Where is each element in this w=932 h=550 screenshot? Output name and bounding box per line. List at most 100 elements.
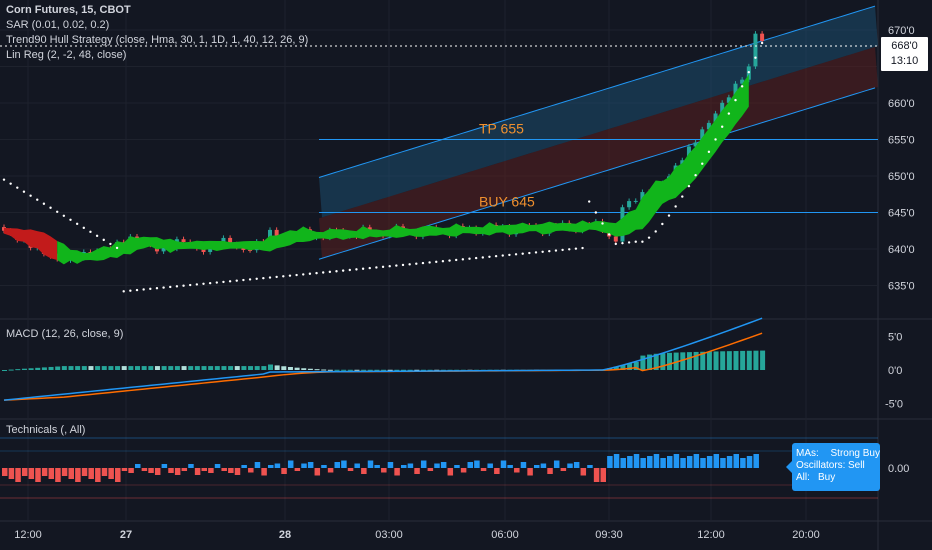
technicals-bar [740,458,746,468]
macd-hist-bar [713,351,719,370]
technicals-bar [733,454,739,468]
technicals-bar [427,468,434,471]
countdown: 13:10 [890,55,919,67]
sar-dot [149,287,152,291]
macd-hist-bar [354,369,360,371]
technicals-bar [514,468,520,473]
sar-dot [235,279,238,282]
technicals-bar [580,468,587,476]
sar-dot [388,265,391,268]
macd-hist-bar [746,350,752,370]
technicals-bar [420,460,427,468]
macd-histogram [2,350,766,371]
sar-dot [282,275,285,278]
technicals-bar [627,456,633,468]
sar-dot [727,112,731,115]
sar-dot [661,222,664,226]
macd-hist-bar [128,366,134,370]
technicals-bar [607,456,613,468]
candle [760,33,765,41]
sar-dot [401,263,405,267]
technicals-bar [667,456,673,468]
price-axis-label: 655'0 [888,135,915,147]
macd-hist-bar [407,369,413,371]
sar-dot [541,250,544,253]
legend-hull: Trend90 Hull Strategy (close, Hma, 30, 1… [6,34,309,46]
sar-dot [508,253,511,257]
macd-hist-bar [234,366,240,370]
macd-hist-bar [15,369,21,371]
sar-dot [428,261,431,264]
technicals-bar [527,468,533,476]
macd-hist-bar [760,350,766,370]
macd-hist-bar [135,366,140,370]
technicals-bar [640,458,646,468]
sar-dot [654,230,657,233]
sar-dot [674,205,677,208]
macd-hist-bar [427,369,433,371]
sar-dot [554,249,558,252]
sar-dot [208,281,212,285]
macd-hist-bar [88,366,94,370]
sar-dot [42,202,46,205]
technicals-bar [341,460,347,468]
technicals-bars [2,454,759,482]
technicals-bar [593,468,600,482]
sar-dot [687,184,691,188]
macd-hist-bar [361,369,367,371]
candle [686,146,691,161]
hull-ribbon-down [4,227,58,261]
technicals-bar [41,468,48,476]
technicals-axis-label: 0.00 [888,463,909,475]
sar-dot [607,233,611,236]
sar-dot [395,264,398,267]
sar-dot [534,251,538,254]
sar-dot [95,234,99,238]
technicals-bar [2,468,8,476]
summary-row-mas: MAs: Strong Buy [796,448,880,460]
sar-dot [760,41,764,45]
macd-hist-bar [95,366,101,370]
technicals-bar [327,468,334,473]
technicals-bar [507,465,513,468]
sar-dot [667,214,671,217]
candle [693,142,698,147]
technicals-bar [660,458,666,468]
sar-dot [468,257,471,260]
sar-dot [574,247,578,250]
sar-dot [75,222,79,226]
technicals-bar [361,468,367,474]
sar-dot [175,285,179,288]
candle [706,122,711,130]
macd-hist-bar [8,369,14,371]
summary-value: Sell [848,460,865,471]
sar-dot [82,226,86,230]
macd-hist-bar [274,365,280,370]
sar-dot [169,285,172,289]
sar-dot [162,286,165,289]
macd-hist-bar [121,366,127,370]
technicals-bar [680,458,686,468]
price-axis-label: 660'0 [888,98,915,110]
sar-dot [754,56,757,59]
sar-dot [62,214,66,217]
technicals-bar [347,468,354,471]
macd-hist-bar [154,366,160,370]
technicals-bar [201,468,207,471]
sar-dot [641,240,644,243]
macd-hist-bar [115,366,121,370]
time-axis-label: 28 [279,529,291,541]
sar-dot [634,240,637,243]
sar-dot [328,270,332,274]
macd-hist-bar [168,366,174,370]
sar-dot [747,70,750,74]
summary-row-all: All: Buy [796,472,880,484]
sar-dot [341,269,345,272]
macd-hist-bar [254,366,260,370]
macd-hist-bar [394,369,400,371]
technicals-bar [121,468,128,471]
technicals-bar [274,463,281,468]
macd-hist-bar [141,366,147,370]
candle [274,229,279,237]
